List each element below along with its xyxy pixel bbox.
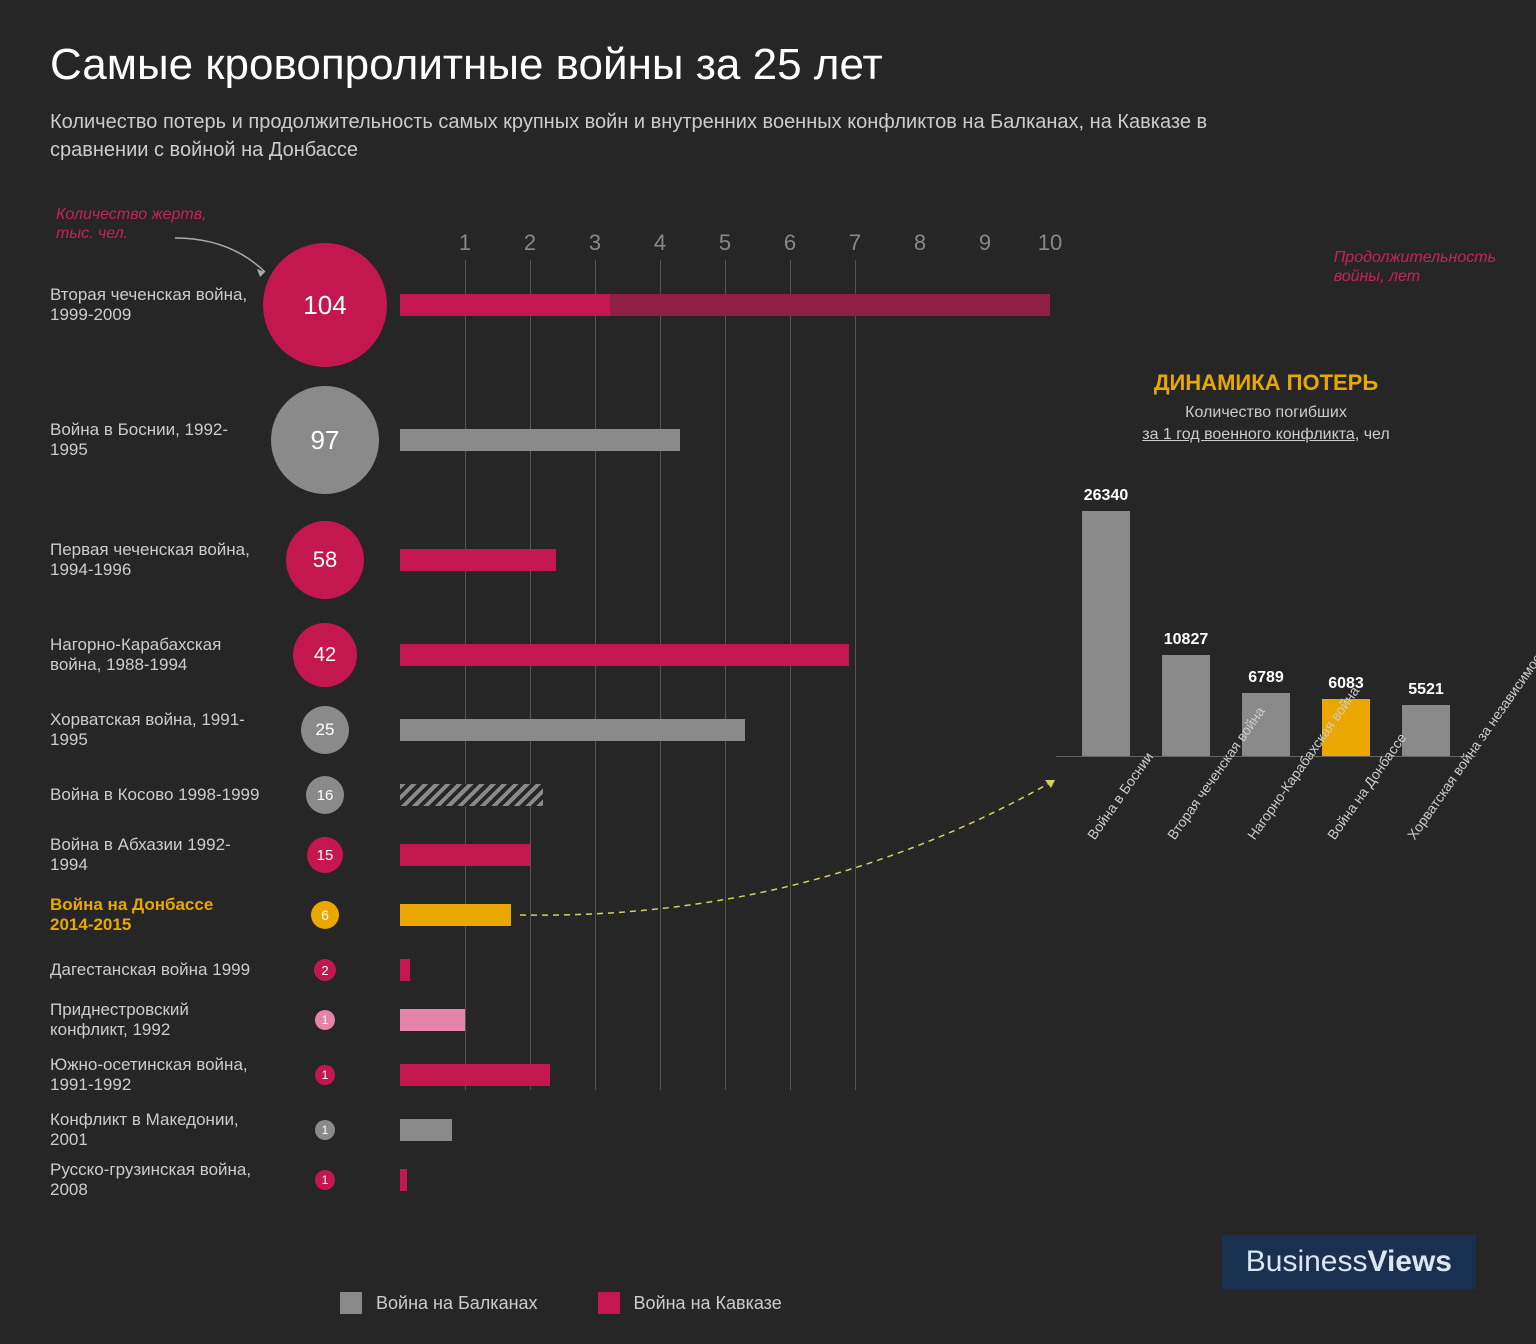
war-row: Война в Абхазии 1992-1994 15 [50, 825, 1050, 885]
side-bar-value: 26340 [1084, 487, 1129, 505]
axis-tick: 7 [849, 230, 861, 256]
legend-swatch [340, 1292, 362, 1314]
casualty-circle: 15 [307, 837, 343, 873]
casualty-circle: 104 [263, 243, 387, 367]
casualty-circle: 25 [301, 706, 349, 754]
logo-businessviews: BusinessViews [1222, 1235, 1476, 1289]
duration-bar [400, 844, 530, 866]
duration-bar [400, 959, 410, 981]
casualty-circle: 97 [271, 386, 379, 494]
side-chart-title: ДИНАМИКА ПОТЕРЬ [1056, 370, 1476, 396]
row-label: Дагестанская война 1999 [50, 960, 260, 980]
legend-label: Война на Балканах [376, 1293, 538, 1314]
duration-bar [400, 549, 556, 571]
row-label: Первая чеченская война, 1994-1996 [50, 540, 260, 581]
legend-swatch [598, 1292, 620, 1314]
axis-tick: 4 [654, 230, 666, 256]
duration-bar [400, 1169, 407, 1191]
duration-bar-segment [400, 294, 610, 316]
war-row: Война в Косово 1998-1999 16 [50, 765, 1050, 825]
row-label: Хорватская война, 1991-1995 [50, 710, 260, 751]
casualty-circle: 2 [314, 959, 336, 981]
side-bar [1162, 655, 1210, 756]
row-label: Приднестровский конфликт, 1992 [50, 1000, 260, 1041]
war-row: Приднестровский конфликт, 1992 1 [50, 990, 1050, 1050]
duration-bar [400, 1009, 465, 1031]
duration-bar [400, 429, 680, 451]
duration-bar [400, 1064, 550, 1086]
duration-bar-segment [610, 294, 1050, 316]
side-bar [1402, 705, 1450, 756]
legend-item: Война на Кавказе [598, 1292, 782, 1314]
row-label: Конфликт в Македонии, 2001 [50, 1110, 260, 1151]
war-row: Русско-грузинская война, 2008 1 [50, 1150, 1050, 1210]
side-bar-label: Вторая чеченская война [1164, 776, 1217, 843]
axis-tick: 5 [719, 230, 731, 256]
axis-tick: 3 [589, 230, 601, 256]
row-label: Вторая чеченская война, 1999-2009 [50, 285, 260, 326]
side-chart-subtitle: Количество погибших за 1 год военного ко… [1056, 402, 1476, 447]
annotation-casualties: Количество жертв, тыс. чел. [56, 205, 207, 243]
side-bar-group: 10827 [1151, 631, 1221, 756]
annotation-duration: Продолжительность войны, лет [1334, 248, 1496, 286]
side-bar-value: 10827 [1164, 631, 1209, 649]
axis-tick: 2 [524, 230, 536, 256]
casualty-circle: 16 [306, 776, 344, 814]
war-row: Война на Донбассе 2014-2015 6 [50, 885, 1050, 945]
duration-bar [400, 904, 511, 926]
row-label: Война в Косово 1998-1999 [50, 785, 260, 805]
side-bar-group: 26340 [1071, 487, 1141, 756]
casualty-circle: 1 [315, 1170, 335, 1190]
war-row: Война в Боснии, 1992-199597 [50, 410, 1050, 470]
casualty-circle: 58 [286, 521, 364, 599]
casualty-circle: 42 [293, 623, 357, 687]
subtitle: Количество потерь и продолжительность са… [50, 108, 1300, 164]
x-axis: 12345678910 [400, 230, 1050, 260]
side-bar-value: 6789 [1248, 669, 1284, 687]
duration-bar [400, 644, 849, 666]
row-label: Война на Донбассе 2014-2015 [50, 895, 260, 936]
duration-bar [400, 719, 745, 741]
duration-bar [400, 784, 543, 806]
war-row: Нагорно-Карабахская война, 1988-1994 42 [50, 625, 1050, 685]
row-label: Война в Боснии, 1992-1995 [50, 420, 260, 461]
axis-tick: 10 [1038, 230, 1062, 256]
legend-label: Война на Кавказе [634, 1293, 782, 1314]
legend: Война на Балканах Война на Кавказе [340, 1292, 782, 1314]
row-label: Русско-грузинская война, 2008 [50, 1160, 260, 1201]
axis-tick: 1 [459, 230, 471, 256]
casualty-circle: 1 [315, 1010, 335, 1030]
war-row: Первая чеченская война, 1994-199658 [50, 530, 1050, 590]
duration-bar [400, 1119, 452, 1141]
side-chart: ДИНАМИКА ПОТЕРЬ Количество погибших за 1… [1056, 370, 1476, 783]
axis-tick: 8 [914, 230, 926, 256]
main-title: Самые кровопролитные войны за 25 лет [50, 40, 1486, 90]
war-row: Южно-осетинская война, 1991-1992 1 [50, 1045, 1050, 1105]
war-row: Вторая чеченская война, 1999-2009104 [50, 275, 1050, 335]
row-label: Война в Абхазии 1992-1994 [50, 835, 260, 876]
side-bar-label: Нагорно-Карабахская война [1244, 776, 1297, 843]
axis-tick: 9 [979, 230, 991, 256]
casualty-circle: 6 [311, 901, 339, 929]
war-row: Хорватская война, 1991-1995 25 [50, 700, 1050, 760]
casualty-circle: 1 [315, 1120, 335, 1140]
casualty-circle: 1 [315, 1065, 335, 1085]
axis-tick: 6 [784, 230, 796, 256]
side-bar [1082, 511, 1130, 756]
side-bar-label: Война на Донбассе [1324, 776, 1377, 843]
legend-item: Война на Балканах [340, 1292, 538, 1314]
row-label: Нагорно-Карабахская война, 1988-1994 [50, 635, 260, 676]
side-bar-label: Война в Боснии [1084, 776, 1137, 843]
row-label: Южно-осетинская война, 1991-1992 [50, 1055, 260, 1096]
side-bar-label: Хорватская война за независимость [1404, 776, 1457, 843]
side-bar-value: 5521 [1408, 681, 1444, 699]
